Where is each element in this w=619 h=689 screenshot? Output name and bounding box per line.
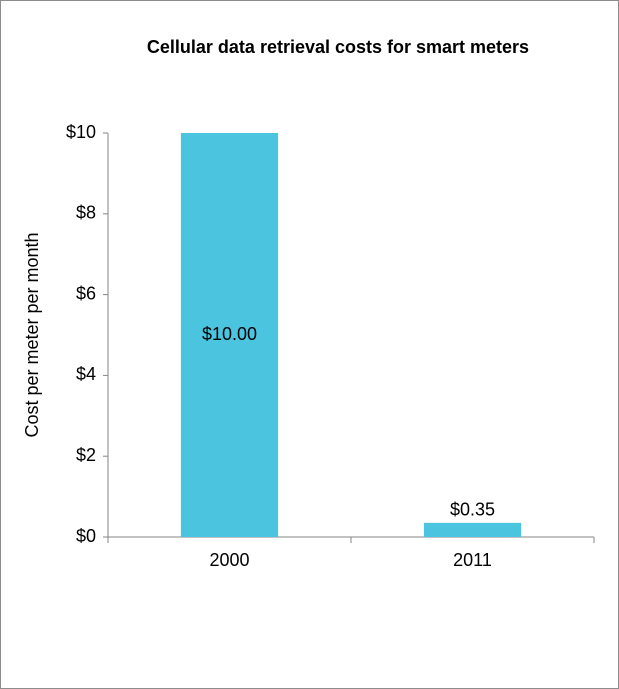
bar (423, 522, 522, 537)
y-tick-label: $8 (76, 203, 96, 223)
bar (180, 133, 279, 537)
data-label: $10.00 (202, 324, 257, 344)
y-tick-label: $6 (76, 283, 96, 303)
y-tick-label: $2 (76, 445, 96, 465)
y-axis-label: Cost per meter per month (22, 232, 42, 437)
chart-title: Cellular data retrieval costs for smart … (146, 37, 530, 57)
data-label: $0.35 (450, 500, 495, 520)
y-tick-label: $4 (76, 364, 96, 384)
x-tick-label: 2011 (453, 550, 492, 570)
x-tick-label: 2000 (209, 550, 249, 570)
y-tick-label: $0 (76, 526, 96, 546)
y-tick-label: $10 (66, 122, 96, 142)
